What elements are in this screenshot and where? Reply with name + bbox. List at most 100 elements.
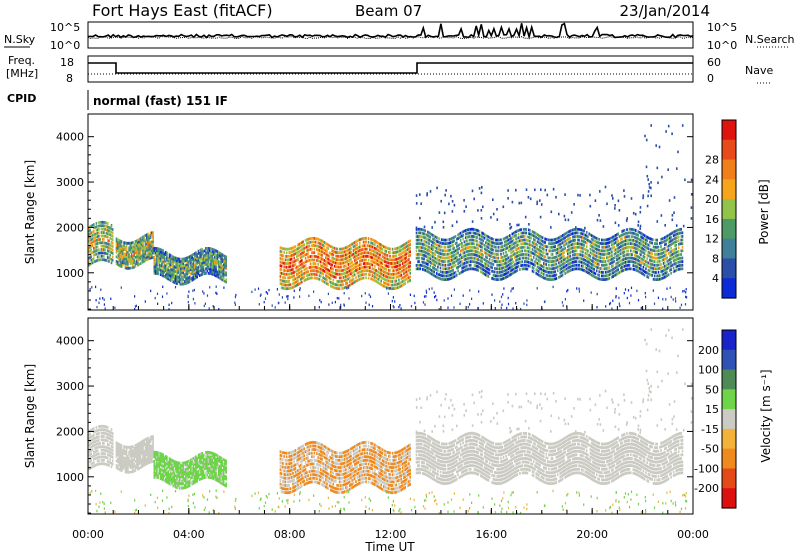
power-cell (619, 209, 621, 212)
power-cell (430, 236, 432, 239)
power-cell (95, 286, 96, 288)
power-cell (369, 266, 371, 269)
power-cell (348, 287, 349, 289)
power-cell (576, 287, 577, 289)
power-cell (313, 291, 314, 293)
power-cell (374, 265, 376, 268)
power-cell (631, 253, 633, 256)
power-cell (682, 239, 684, 242)
power-cell (283, 251, 285, 254)
power-cell (93, 230, 95, 233)
power-cell (112, 238, 114, 241)
power-cell (507, 197, 509, 200)
power-cell (272, 304, 273, 306)
power-cell (491, 266, 493, 269)
power-cell (658, 271, 660, 274)
power-cell (333, 268, 335, 271)
power-cell (665, 130, 667, 133)
power-cell (326, 264, 328, 267)
power-cell (590, 255, 592, 258)
power-cell (666, 288, 667, 290)
power-cell (578, 239, 580, 242)
power-cell (444, 212, 446, 215)
power-cell (445, 246, 447, 249)
power-cell (98, 302, 99, 304)
power-cell (570, 237, 572, 240)
power-cell (350, 251, 352, 254)
power-cell (426, 290, 427, 292)
power-cell (235, 296, 236, 298)
power-cell (579, 290, 580, 292)
power-cell (304, 243, 306, 246)
power-cell (526, 299, 527, 301)
power-cell (398, 306, 399, 308)
power-cell (406, 256, 408, 259)
power-cell (493, 249, 495, 252)
power-cell (523, 303, 524, 305)
power-cell (550, 226, 552, 229)
power-cell (370, 296, 371, 298)
power-cell (225, 278, 227, 281)
power-cell (297, 280, 299, 283)
power-cell (423, 258, 425, 261)
power-cell (630, 267, 632, 270)
power-cell (551, 211, 553, 214)
power-cell (599, 190, 601, 193)
power-cell (456, 274, 458, 277)
power-cell (647, 195, 649, 198)
power-cell (540, 216, 542, 219)
power-cell (682, 124, 684, 127)
power-cell (489, 272, 491, 275)
y-tick-label: 1000 (56, 267, 84, 280)
power-cell (389, 287, 390, 289)
power-cell (450, 195, 452, 198)
power-cell (651, 252, 653, 255)
power-cell (489, 258, 491, 261)
power-cell (675, 297, 676, 299)
power-cell (629, 235, 631, 238)
power-cell (602, 271, 604, 274)
power-cell (401, 274, 403, 277)
power-cell (653, 289, 654, 291)
power-cell (307, 252, 309, 255)
power-cell (439, 211, 441, 214)
power-cell (348, 297, 349, 299)
power-cell (305, 264, 307, 267)
power-cell (620, 256, 622, 259)
power-cell (361, 295, 362, 297)
power-cell (304, 276, 306, 279)
power-cell (409, 265, 411, 268)
power-cell (389, 269, 391, 272)
power-cell (367, 248, 369, 251)
power-cell (310, 262, 312, 265)
power-cell (600, 219, 602, 222)
power-cell (409, 247, 411, 250)
power-cell (677, 151, 679, 154)
power-cell (476, 240, 478, 243)
power-cell (477, 307, 478, 309)
power-cell (530, 237, 532, 240)
power-cell (103, 255, 105, 258)
power-cell (529, 247, 531, 250)
power-cell (112, 228, 114, 231)
power-cell (295, 245, 297, 248)
power-cell (409, 272, 411, 275)
colorbar-tick-label: 12 (705, 233, 719, 246)
power-cell (472, 220, 474, 223)
power-cell (447, 297, 448, 299)
power-cell (669, 199, 671, 202)
power-cell (225, 256, 227, 259)
power-cell (553, 286, 554, 288)
power-cell (378, 278, 380, 281)
power-cell (525, 232, 527, 235)
power-cell (543, 273, 545, 276)
power-cell (483, 240, 485, 243)
power-cell (670, 236, 672, 239)
power-cell (112, 245, 114, 248)
power-cell (656, 242, 658, 245)
power-cell (393, 305, 394, 307)
power-cell (444, 194, 446, 197)
power-cell (472, 190, 474, 193)
power-cell (314, 259, 316, 262)
power-cell (463, 199, 465, 202)
